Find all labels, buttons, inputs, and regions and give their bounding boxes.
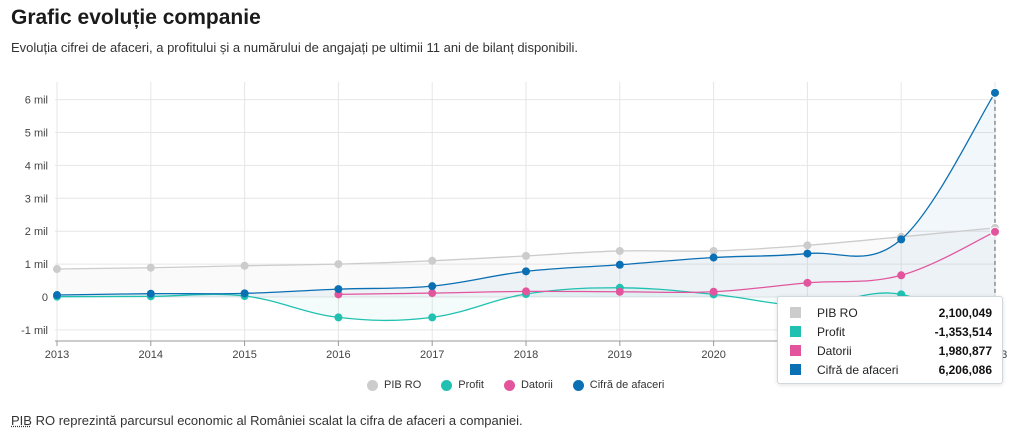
- tooltip-swatch-profit: [790, 326, 801, 337]
- data-point-datorii: [522, 287, 530, 296]
- y-tick-label: 1 mil: [25, 259, 48, 271]
- footnote-abbreviation[interactable]: PIB: [11, 413, 32, 428]
- company-evolution-chart[interactable]: -1 mil 0 1 mil 2 mil 3 mil 4 mil 5 mil 6 mil 201…: [0, 80, 1024, 375]
- x-tick-label: 2015: [232, 349, 256, 361]
- data-point-profit: [428, 313, 437, 322]
- tooltip-value-datorii: 1,980,877: [938, 343, 992, 358]
- page-subtitle: Evoluția cifrei de afaceri, a profitului…: [11, 40, 579, 55]
- data-point-pib-ro: [522, 251, 530, 260]
- footnote: PIB RO reprezintă parcursul economic al …: [11, 413, 523, 428]
- series-area-profit: [57, 287, 995, 342]
- legend-marker-pib-ro: [367, 379, 378, 391]
- data-point-datorii: [615, 287, 624, 296]
- tooltip-row-datorii: Datorii 1,980,877: [790, 341, 992, 360]
- data-point-datorii: [990, 226, 1000, 237]
- data-point-pib-ro: [803, 241, 812, 250]
- data-point-pib-ro: [334, 260, 343, 269]
- series-line-cifra-de-afaceri: [56, 92, 996, 296]
- data-point-cifra-de-afaceri: [522, 267, 530, 276]
- tooltip-swatch-cifra-de-afaceri: [790, 364, 801, 375]
- x-tick-label: 2017: [420, 349, 444, 361]
- data-point-cifra-de-afaceri: [897, 235, 906, 244]
- data-point-datorii: [709, 287, 718, 296]
- x-tick-label: 2020: [701, 349, 725, 361]
- x-tick-label: 2016: [326, 349, 350, 361]
- y-tick-label: 0: [42, 292, 48, 304]
- tooltip-value-profit: -1,353,514: [934, 324, 992, 339]
- tooltip-swatch-pib-ro: [790, 307, 801, 318]
- legend-item-cifra-de-afaceri[interactable]: Cifră de afaceri: [572, 379, 665, 391]
- tooltip-label-datorii: Datorii: [817, 343, 852, 358]
- tooltip-swatch-datorii: [790, 345, 801, 356]
- x-tick-label: 2014: [139, 349, 163, 361]
- data-point-cifra-de-afaceri: [803, 249, 812, 258]
- data-point-pib-ro: [428, 256, 437, 265]
- data-point-pib-ro: [53, 265, 61, 274]
- legend-label-profit: Profit: [458, 379, 484, 391]
- chart-tooltip: PIB RO 2,100,049 Profit -1,353,514 Dator…: [777, 296, 1003, 384]
- data-point-cifra-de-afaceri: [334, 285, 343, 294]
- tooltip-value-pib-ro: 2,100,049: [938, 305, 992, 320]
- data-point-pib-ro: [240, 261, 249, 270]
- legend-label-datorii: Datorii: [520, 379, 553, 391]
- data-point-datorii: [428, 289, 437, 298]
- data-point-pib-ro: [615, 246, 624, 255]
- data-point-cifra-de-afaceri: [709, 253, 718, 262]
- legend-item-profit[interactable]: Profit: [441, 379, 484, 391]
- data-point-cifra-de-afaceri: [428, 282, 437, 291]
- y-tick-label: 3 mil: [25, 193, 48, 205]
- series-area-pib-ro: [57, 227, 995, 297]
- y-tick-label: 6 mil: [25, 95, 48, 107]
- data-point-cifra-de-afaceri: [53, 291, 61, 300]
- page-title: Grafic evoluție companie: [11, 6, 261, 29]
- data-point-datorii: [897, 271, 906, 280]
- data-point-cifra-de-afaceri: [146, 289, 155, 298]
- legend-marker-cifra-de-afaceri: [572, 379, 584, 391]
- tooltip-row-cifra-de-afaceri: Cifră de afaceri 6,206,086: [790, 360, 992, 379]
- data-point-cifra-de-afaceri: [240, 289, 249, 298]
- legend-label-pib-ro: PIB RO: [384, 379, 422, 391]
- tooltip-row-pib-ro: PIB RO 2,100,049: [790, 303, 992, 322]
- legend-marker-datorii: [503, 379, 515, 391]
- tooltip-value-cifra-de-afaceri: 6,206,086: [938, 362, 992, 377]
- data-point-pib-ro: [709, 246, 718, 255]
- chart-legend: PIB RO Profit Datorii Cifră de afaceri: [367, 379, 664, 391]
- data-point-cifra-de-afaceri: [615, 260, 624, 269]
- y-tick-label: -1 mil: [21, 325, 48, 337]
- y-tick-label: 4 mil: [25, 160, 48, 172]
- tooltip-label-cifra-de-afaceri: Cifră de afaceri: [817, 362, 899, 377]
- legend-item-pib-ro[interactable]: PIB RO: [367, 379, 421, 391]
- tooltip-row-profit: Profit -1,353,514: [790, 322, 992, 341]
- x-tick-label: 2018: [514, 349, 538, 361]
- data-point-profit: [334, 313, 343, 322]
- legend-label-cifra-de-afaceri: Cifră de afaceri: [589, 379, 665, 391]
- x-tick-label: 2019: [608, 349, 632, 361]
- footnote-text: RO reprezintă parcursul economic al Româ…: [31, 413, 523, 428]
- tooltip-label-profit: Profit: [817, 324, 846, 339]
- data-point-cifra-de-afaceri: [990, 87, 1000, 98]
- data-point-datorii: [803, 278, 812, 287]
- legend-item-datorii[interactable]: Datorii: [503, 379, 553, 391]
- data-point-pib-ro: [146, 263, 155, 272]
- y-tick-label: 5 mil: [25, 128, 48, 140]
- legend-marker-profit: [441, 379, 453, 391]
- tooltip-label-pib-ro: PIB RO: [817, 305, 858, 320]
- x-tick-label: 2013: [45, 349, 69, 361]
- y-tick-label: 2 mil: [25, 226, 48, 238]
